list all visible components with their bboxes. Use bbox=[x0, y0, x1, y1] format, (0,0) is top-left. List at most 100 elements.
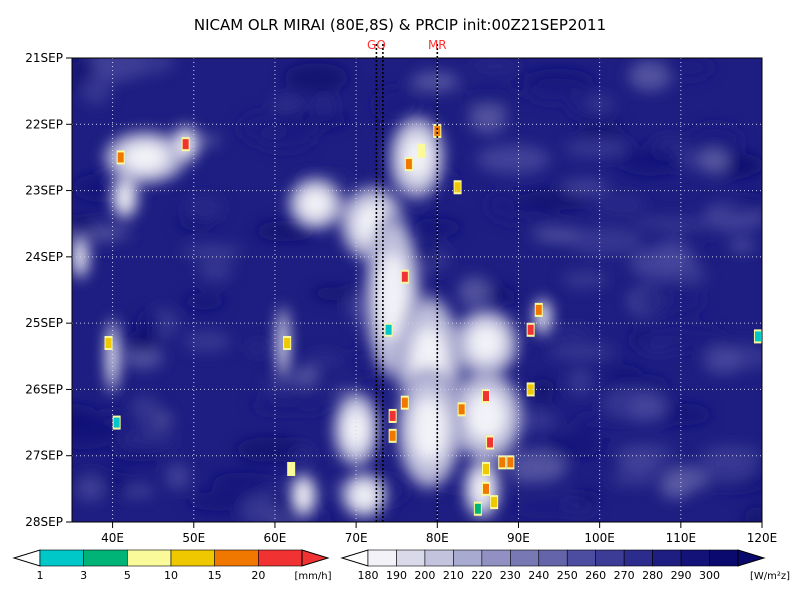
x-tick-label: 50E bbox=[182, 531, 205, 545]
precip-cell bbox=[526, 322, 535, 337]
olr-patch bbox=[187, 491, 249, 511]
y-tick-label: 26SEP bbox=[25, 382, 63, 396]
precip-cell bbox=[116, 150, 125, 165]
colorbar-level-label: 20 bbox=[251, 569, 265, 582]
olr-patch bbox=[374, 87, 420, 122]
olr-patch bbox=[197, 259, 233, 282]
olr-patch bbox=[307, 351, 344, 369]
colorbar-right-arrow bbox=[737, 549, 766, 567]
olr-patch bbox=[576, 491, 600, 506]
cloud-core bbox=[300, 189, 331, 218]
precip-cell-core bbox=[105, 338, 112, 349]
olr-patch bbox=[250, 397, 323, 414]
precip-cell-core bbox=[288, 463, 295, 474]
colorbar-segment bbox=[481, 549, 511, 567]
cloud-core bbox=[123, 143, 167, 172]
olr-patch bbox=[632, 217, 708, 231]
olr-patch bbox=[703, 345, 742, 375]
plot-frame bbox=[71, 57, 763, 523]
precip-cell-core bbox=[754, 331, 761, 342]
olr-patch bbox=[240, 495, 277, 522]
y-tick-label: 23SEP bbox=[25, 184, 63, 198]
precip-cell bbox=[534, 302, 543, 317]
plot-area: GO MR bbox=[72, 38, 762, 522]
y-tick-label: 25SEP bbox=[25, 316, 63, 330]
colorbar-segment bbox=[680, 549, 710, 567]
precip-cell-core bbox=[389, 410, 396, 421]
precip-cell-core bbox=[454, 182, 461, 193]
station-markers: GO MR bbox=[367, 38, 447, 522]
colorbar-segment bbox=[396, 549, 426, 567]
olr-patch bbox=[283, 62, 349, 93]
olr-patch bbox=[411, 218, 463, 237]
olr-patch bbox=[277, 111, 351, 129]
olr-patch bbox=[628, 60, 672, 92]
olr-patch bbox=[131, 395, 158, 418]
olr-patch bbox=[729, 240, 755, 252]
colorbar-level-label: 300 bbox=[699, 569, 720, 582]
precip-cell-core bbox=[182, 139, 189, 150]
colorbar-left-arrow bbox=[340, 549, 369, 567]
olr-patch bbox=[595, 193, 647, 216]
precip-cell bbox=[404, 157, 413, 172]
colorbar-segment bbox=[652, 549, 682, 567]
precip-colorbar: 1 3 5 10 15 20 [mm/h] bbox=[12, 549, 332, 582]
olr-patch bbox=[627, 395, 668, 420]
olr-patch bbox=[461, 84, 517, 107]
colorbar-segment bbox=[595, 549, 625, 567]
cloud-core bbox=[378, 252, 408, 341]
precip-cell bbox=[526, 382, 535, 397]
colorbar-segment bbox=[258, 549, 303, 567]
olr-patch bbox=[531, 377, 554, 405]
precip-cells bbox=[104, 123, 762, 516]
colorbar-units: [W/m²z] bbox=[750, 571, 790, 582]
precip-cell-core bbox=[401, 397, 408, 408]
chart-title: NICAM OLR MIRAI (80E,8S) & PRCIP init:00… bbox=[194, 16, 606, 34]
cloud-core bbox=[279, 323, 287, 363]
olr-patch bbox=[264, 378, 302, 392]
precip-cell-core bbox=[284, 338, 291, 349]
gridlines bbox=[72, 58, 762, 522]
colorbar-level-label: 260 bbox=[585, 569, 606, 582]
olr-patch bbox=[313, 95, 335, 116]
olr-patch bbox=[110, 448, 166, 462]
cloud-core bbox=[468, 325, 504, 361]
precip-cell bbox=[506, 455, 515, 470]
precip-cell bbox=[486, 435, 495, 450]
olr-patch bbox=[311, 286, 355, 301]
colorbar-segment bbox=[709, 549, 739, 567]
colorbar-segment bbox=[566, 549, 596, 567]
olr-patch bbox=[469, 102, 507, 134]
olr-patch bbox=[291, 444, 313, 468]
olr-patch bbox=[699, 148, 729, 175]
colorbar-left-arrow bbox=[12, 549, 41, 567]
olr-patch bbox=[175, 217, 215, 230]
olr-patch bbox=[567, 227, 643, 256]
precip-cell-core bbox=[483, 483, 489, 494]
x-tick-label: 80E bbox=[426, 531, 449, 545]
station-marker-label: MR bbox=[428, 38, 447, 52]
precip-cell-core bbox=[385, 324, 392, 335]
precip-cell bbox=[181, 137, 190, 152]
axes: 40E 50E 60E 70E 80E 90E 100E 110E 120E 21SEP 22SEP… bbox=[25, 51, 777, 545]
olr-patch bbox=[102, 58, 175, 76]
colorbar-level-label: 5 bbox=[124, 569, 131, 582]
precip-cell-core bbox=[401, 271, 408, 282]
plot-clip-group bbox=[72, 58, 762, 522]
precip-cell bbox=[287, 461, 296, 476]
precip-cell bbox=[482, 461, 490, 476]
precip-cell bbox=[104, 336, 113, 351]
olr-patch bbox=[577, 122, 626, 138]
olr-patch bbox=[72, 216, 95, 235]
precip-cell bbox=[417, 143, 426, 158]
colorbar-level-label: 15 bbox=[208, 569, 222, 582]
cloud-core bbox=[343, 409, 369, 450]
precip-cell bbox=[453, 180, 462, 195]
olr-patch bbox=[184, 330, 231, 353]
precip-cell bbox=[482, 389, 490, 404]
precip-cell bbox=[388, 408, 397, 423]
colorbar-level-label: 200 bbox=[414, 569, 435, 582]
precip-cell bbox=[482, 481, 490, 496]
x-tick-label: 90E bbox=[507, 531, 530, 545]
